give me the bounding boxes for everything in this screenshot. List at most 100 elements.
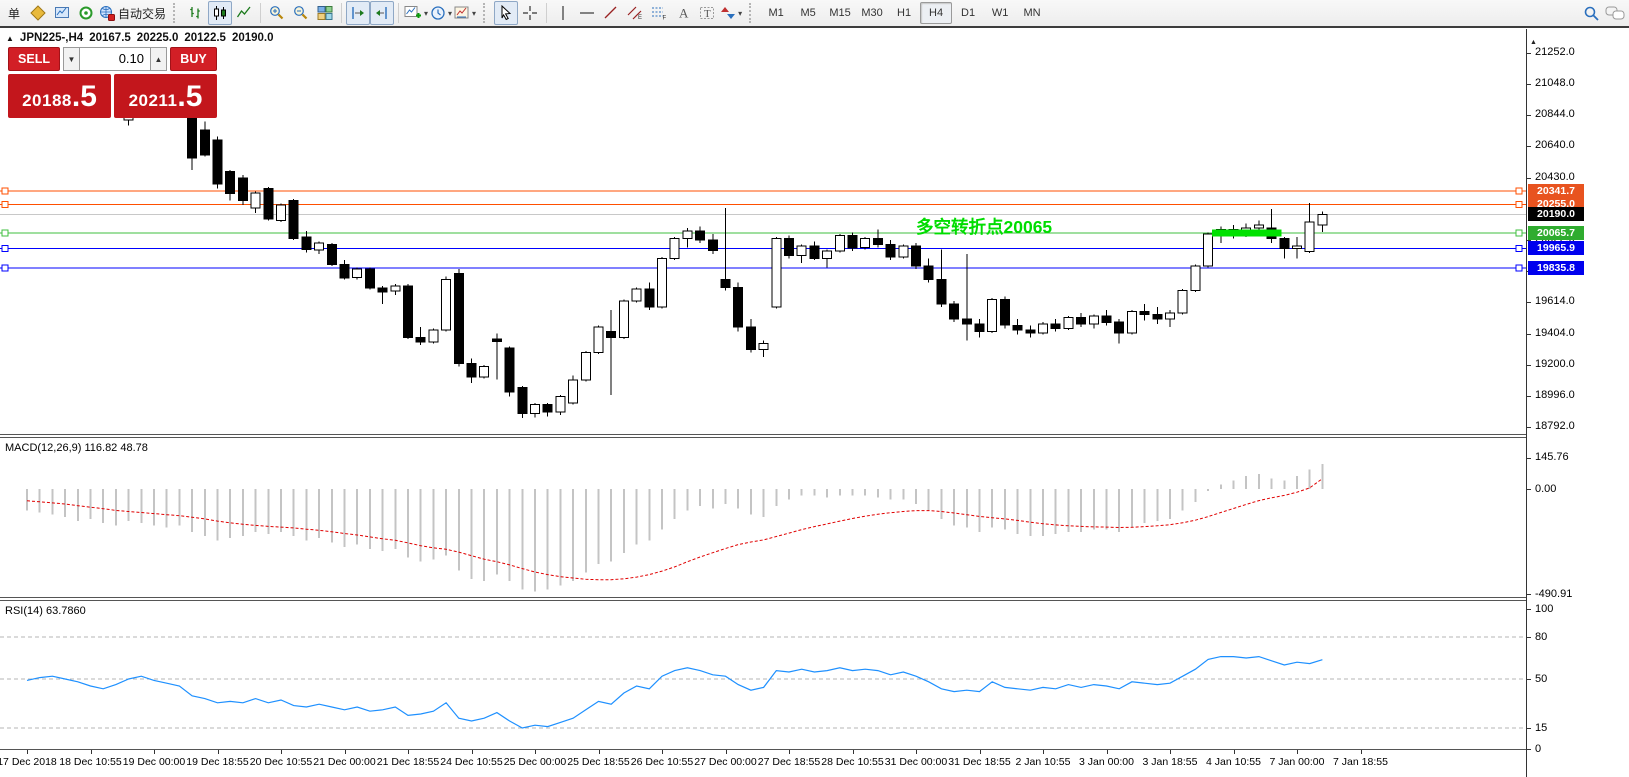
autotrade-button[interactable]: 自动交易 [98,1,167,25]
price-tick-label: 18792.0 [1535,420,1575,432]
zoom-in-button[interactable] [265,1,289,25]
metaquotes-icon[interactable] [26,1,50,25]
horizontal-line-button[interactable] [575,1,599,25]
timeframe-group: M1 M5 M15 M30 H1 H4 D1 W1 MN [760,2,1048,24]
text-button[interactable]: A [671,1,695,25]
time-axis[interactable]: 17 Dec 2018 18 Dec 10:55 19 Dec 00:00 19 De… [0,749,1629,777]
line-chart-button[interactable] [232,1,256,25]
rsi-tick-label: 100 [1535,603,1554,615]
timeframe-button-m30[interactable]: M30 [861,7,883,19]
time-tick-label: 27 Dec 00:00 [694,756,757,768]
zoom-out-button[interactable] [289,1,313,25]
svg-text:A: A [679,6,689,21]
time-tick-mark [90,750,92,754]
timeframe-button-m15[interactable]: M15 [829,7,851,19]
macd-tick-label: 0.00 [1535,483,1557,495]
one-click-trade-panel: SELL ▼ 0.10 ▲ BUY 20188 .5 20211 .5 [8,47,220,118]
timeframe-button-w1[interactable]: W1 [991,7,1009,19]
macd-tick-label: -490.91 [1535,588,1573,600]
price-tick-mark [1527,240,1531,241]
timeframe-button-d1[interactable]: D1 [961,7,976,19]
chart-shift-button[interactable] [370,1,395,25]
chat-icon[interactable] [1603,1,1627,25]
crosshair-button[interactable] [518,1,542,25]
time-tick-label: 28 Dec 10:55 [821,756,884,768]
pane-separator[interactable] [0,434,1629,438]
time-tick-label: 17 Dec 2018 [0,756,57,768]
time-tick-label: 3 Jan 18:55 [1142,756,1198,768]
rsi-tick-label: 0 [1535,743,1542,755]
fibonacci-button[interactable]: F [647,1,671,25]
timeframe-button-m1[interactable]: M1 [768,7,784,19]
time-tick-mark [789,750,790,754]
price-tick-mark [1527,115,1531,116]
bar-chart-button[interactable] [184,1,208,25]
price-chart-pane[interactable]: 多空转折点20065 [0,29,1526,434]
time-tick-mark [471,750,473,754]
tile-windows-button[interactable] [313,1,337,25]
buy-price-main: 20211 [128,91,178,110]
search-icon[interactable] [1579,1,1603,25]
timeframe-button-m5[interactable]: M5 [800,7,816,19]
sell-price-frac: .5 [71,80,97,113]
arrows-button[interactable]: ▾ [719,1,743,25]
sell-price-main: 20188 [22,91,72,110]
toolbar-separator [260,3,262,23]
toolbar-grip [173,3,180,23]
macd-label: MACD(12,26,9) 116.82 48.78 [5,442,148,454]
price-tick-mark [1527,365,1531,366]
text-label-button[interactable]: T [695,1,719,25]
time-tick-mark [1360,750,1362,754]
window-collapse-icon[interactable]: ▲ [6,33,14,43]
buy-button[interactable]: BUY [170,47,217,71]
time-tick-mark [535,750,536,754]
new-order-button[interactable]: 单 [2,1,26,25]
trendline-button[interactable] [599,1,623,25]
charts-window-icon[interactable] [50,1,74,25]
signals-icon[interactable] [74,1,98,25]
volume-up-button[interactable]: ▲ [150,47,167,71]
symbol-period: JPN225-,H4 [19,32,84,44]
macd-pane[interactable]: MACD(12,26,9) 116.82 48.78 [0,439,1526,597]
macd-tick-mark [1527,458,1531,459]
rsi-tick-mark [1527,637,1531,638]
price-tick-label: 20430.0 [1535,171,1575,183]
time-tick-label: 20 Dec 10:55 [249,756,313,768]
volume-down-button[interactable]: ▼ [63,47,80,71]
candlestick-chart-button[interactable] [208,1,233,25]
time-tick-label: 18 Dec 10:55 [59,756,122,768]
price-axis[interactable]: ▲ 21252.0 21048.0 20844.0 20640.0 20430.0 200… [1526,29,1629,777]
timeframe-button-h4[interactable]: H4 [920,2,953,24]
auto-scroll-button[interactable] [346,1,371,25]
time-tick-mark [662,750,663,754]
pane-separator[interactable] [0,597,1629,601]
vertical-line-button[interactable] [551,1,575,25]
price-flag: 20065.7 [1528,226,1584,240]
buy-price-button[interactable]: 20211 .5 [114,74,217,118]
periods-button[interactable]: ▾ [429,1,453,25]
sell-price-button[interactable]: 20188 .5 [8,74,111,118]
rsi-tick-mark [1527,749,1531,750]
svg-text:E: E [638,15,642,21]
volume-input[interactable]: 0.10 [80,47,150,71]
price-tick-label: 19200.0 [1535,358,1575,370]
cursor-button[interactable] [494,1,519,25]
equidistant-channel-button[interactable]: E [623,1,647,25]
timeframe-button-mn[interactable]: MN [1023,7,1041,19]
price-tick-label: 21048.0 [1535,77,1575,89]
ohlc-low: 20122.5 [184,32,226,44]
time-tick-mark [1297,750,1298,754]
time-tick-mark [1106,750,1108,754]
indicators-button[interactable]: ▾ [403,1,429,25]
timeframe-button-h1[interactable]: H1 [897,7,912,19]
templates-button[interactable]: ▾ [453,1,477,25]
time-tick-label: 19 Dec 00:00 [122,756,186,768]
price-flag: 20190.0 [1528,207,1584,221]
ohlc-open: 20167.5 [89,32,131,44]
rsi-tick-mark [1527,679,1531,680]
rsi-tick-mark [1527,728,1531,729]
rsi-pane[interactable]: RSI(14) 63.7860 [0,602,1526,749]
time-tick-label: 2 Jan 10:55 [1015,756,1071,768]
sell-button[interactable]: SELL [8,47,60,71]
rsi-tick-label: 50 [1535,673,1548,685]
